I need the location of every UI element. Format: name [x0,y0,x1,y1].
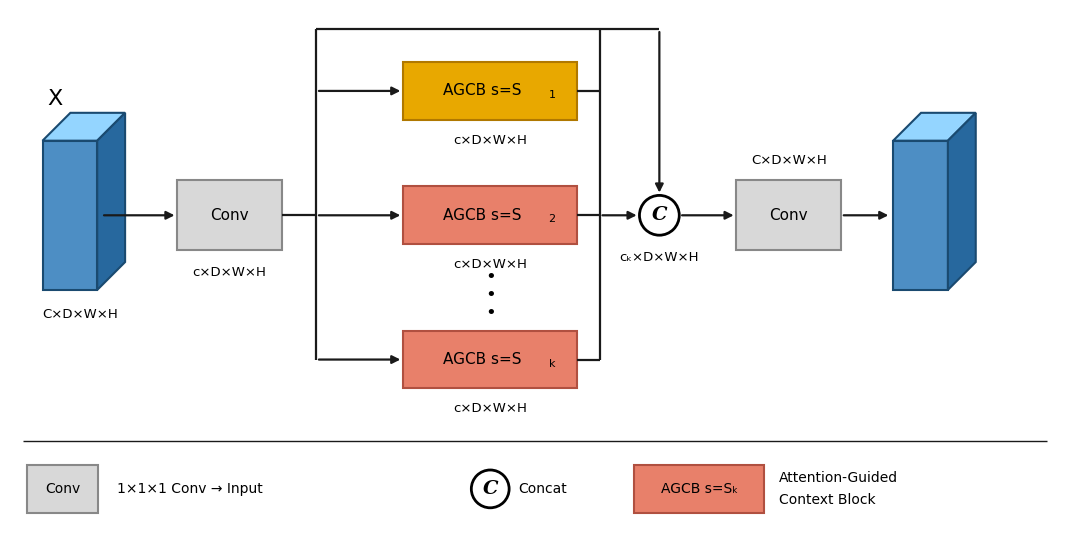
Bar [635,465,764,513]
Text: c×D×W×H: c×D×W×H [454,402,528,415]
Polygon shape [97,113,125,290]
Text: •: • [485,269,495,287]
Text: c×D×W×H: c×D×W×H [454,134,528,147]
Polygon shape [43,141,97,290]
Polygon shape [893,141,948,290]
Text: X: X [47,89,63,109]
Text: c×D×W×H: c×D×W×H [193,266,266,279]
Text: Conv: Conv [769,208,808,223]
Text: 1×1×1 Conv → Input: 1×1×1 Conv → Input [117,482,263,496]
Text: k: k [549,359,555,368]
Text: C: C [652,207,667,225]
Circle shape [640,196,679,235]
Bar [736,180,841,250]
Text: AGCB s=S: AGCB s=S [443,208,521,223]
Text: C×D×W×H: C×D×W×H [42,308,118,321]
Bar [27,465,98,513]
Bar [403,331,578,389]
Text: Context Block: Context Block [779,493,875,507]
Text: AGCB s=S: AGCB s=S [443,83,521,99]
Text: 1: 1 [549,90,555,100]
Text: AGCB s=S: AGCB s=S [443,352,521,367]
Text: cₖ×D×W×H: cₖ×D×W×H [620,251,699,264]
Text: 2: 2 [548,214,555,225]
Bar [403,186,578,244]
Text: Attention-Guided: Attention-Guided [779,471,898,485]
Text: •: • [485,286,495,305]
Text: Conv: Conv [45,482,80,496]
Polygon shape [893,113,976,141]
Text: AGCB s=Sₖ: AGCB s=Sₖ [660,482,737,496]
Polygon shape [43,113,125,141]
Polygon shape [948,113,976,290]
Text: C×D×W×H: C×D×W×H [751,154,827,167]
Bar [403,62,578,120]
Text: c×D×W×H: c×D×W×H [454,258,528,271]
Text: •: • [485,304,495,322]
Circle shape [471,470,509,508]
Text: Concat: Concat [518,482,567,496]
Text: Conv: Conv [210,208,249,223]
Bar [178,180,281,250]
Text: C: C [483,480,498,498]
